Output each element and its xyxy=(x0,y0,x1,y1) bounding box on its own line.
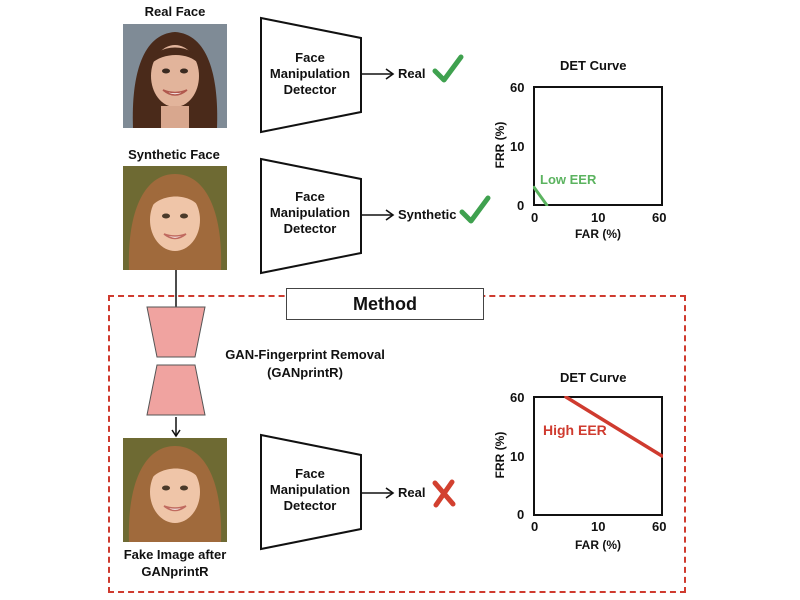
chart-2-xtick: 0 xyxy=(531,519,539,534)
detector-block-middle xyxy=(260,157,362,275)
detector-label-top: Face Manipulation Detector xyxy=(269,50,351,97)
chart-2-plot xyxy=(533,396,663,516)
ganprintr-label: GAN-Fingerprint Removal (GANprintR) xyxy=(225,347,385,380)
chart-1-xtick: 10 xyxy=(591,210,606,225)
chart-1-title: DET Curve xyxy=(560,58,627,73)
method-title: Method xyxy=(286,288,484,320)
chart-1-plot xyxy=(533,86,663,206)
chart-2-ytick: 10 xyxy=(510,449,525,464)
chart-2-ytick: 60 xyxy=(510,390,525,405)
chart-2-ylabel: FRR (%) xyxy=(493,431,507,479)
chart-2-annotation: High EER xyxy=(543,422,607,438)
output-synthetic: Synthetic xyxy=(398,207,457,222)
detector-block-top xyxy=(260,16,362,134)
synthetic-face-label: Synthetic Face xyxy=(128,147,220,162)
real-face-image xyxy=(123,24,227,128)
detector-label-middle: Face Manipulation Detector xyxy=(269,189,351,236)
chart-1-ylabel: FRR (%) xyxy=(493,121,507,169)
right-arrow-icon xyxy=(362,209,395,221)
chart-1-ytick: 60 xyxy=(510,80,525,95)
down-arrow-icon xyxy=(171,417,181,438)
fake-face-image xyxy=(123,438,227,542)
chart-1-xtick: 0 xyxy=(531,210,539,225)
cross-icon xyxy=(432,479,456,508)
right-arrow-icon xyxy=(362,487,395,499)
chart-1-ytick: 10 xyxy=(510,139,525,154)
detector-block-bottom xyxy=(260,433,362,551)
output-real-bottom: Real xyxy=(398,485,426,500)
connector-line xyxy=(175,270,177,310)
real-face-label: Real Face xyxy=(144,4,206,19)
ganprintr-block xyxy=(146,306,206,416)
chart-2-xtick: 10 xyxy=(591,519,606,534)
synthetic-face-image xyxy=(123,166,227,270)
chart-1-xlabel: FAR (%) xyxy=(575,227,621,241)
check-icon xyxy=(459,195,491,224)
chart-2-xlabel: FAR (%) xyxy=(575,538,621,552)
chart-2-ytick: 0 xyxy=(517,507,525,522)
chart-2-xtick: 60 xyxy=(652,519,667,534)
chart-2-title: DET Curve xyxy=(560,370,627,385)
chart-1-xtick: 60 xyxy=(652,210,667,225)
chart-1-annotation: Low EER xyxy=(540,172,597,187)
right-arrow-icon xyxy=(362,68,395,80)
det-curve-line xyxy=(564,396,663,458)
chart-1-ytick: 0 xyxy=(517,198,525,213)
detector-label-bottom: Face Manipulation Detector xyxy=(269,466,351,513)
output-real-top: Real xyxy=(398,66,426,81)
fake-face-label: Fake Image after GANprintR xyxy=(123,547,227,579)
det-curve-line xyxy=(533,185,549,206)
check-icon xyxy=(432,54,464,83)
